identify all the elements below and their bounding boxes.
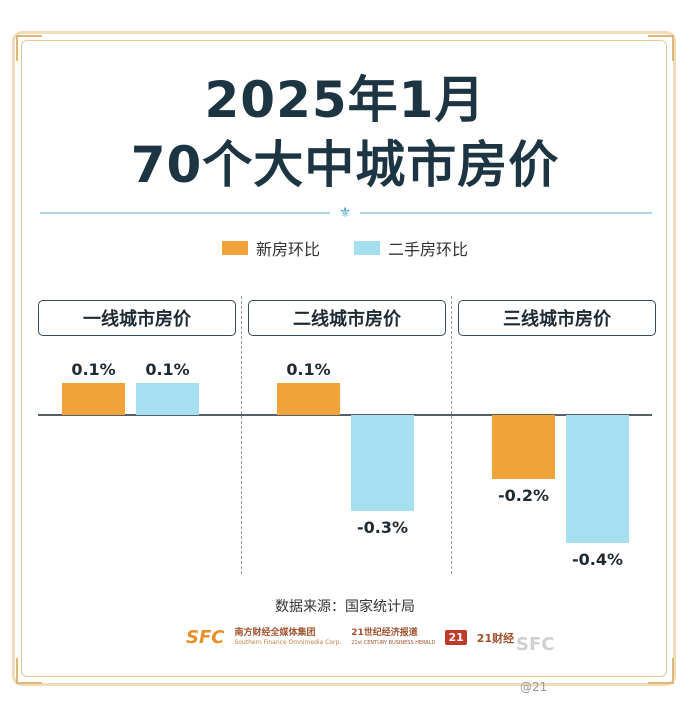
data-source: 数据来源：国家统计局 bbox=[275, 599, 415, 615]
bar-second-hand-tier3 bbox=[566, 415, 629, 543]
legend-swatch-second-hand bbox=[354, 241, 380, 255]
weibo-handle: @21 bbox=[520, 680, 548, 694]
panel-header-tier1: 一线城市房价 bbox=[38, 300, 236, 336]
legend-label-new-home: 新房环比 bbox=[255, 240, 320, 259]
watermark: SFC bbox=[516, 634, 555, 655]
corner-ornament-bottom-left bbox=[16, 658, 42, 684]
title-line-2: 70个大中城市房价 bbox=[130, 136, 560, 194]
publisher-logos: SFC 南方财经全媒体集团 Southern Finance Omnimedia… bbox=[186, 627, 514, 648]
panel-header-tier3: 三线城市房价 bbox=[458, 300, 656, 336]
herald-english: 21st CENTURY BUSINESS HERALD bbox=[351, 639, 436, 646]
inner-frame bbox=[21, 40, 667, 677]
legend-item-new-home: 新房环比 bbox=[221, 236, 320, 260]
data-label-second-hand-tier1: 0.1% bbox=[145, 360, 189, 379]
legend-label-second-hand: 二手房环比 bbox=[388, 240, 469, 259]
title-line-1: 2025年1月 bbox=[204, 71, 486, 129]
bar-second-hand-tier2 bbox=[351, 415, 414, 511]
bar-second-hand-tier1 bbox=[136, 383, 199, 415]
herald-name: 21世纪经济报道 bbox=[351, 627, 418, 638]
corner-ornament-top-right bbox=[648, 35, 674, 61]
divider-knot-icon: ⚜ bbox=[330, 205, 360, 221]
outer-frame bbox=[12, 31, 676, 686]
caijing-badge: 21 bbox=[445, 630, 467, 645]
corner-ornament-top-left bbox=[16, 35, 42, 61]
panel-separator-1 bbox=[241, 296, 242, 574]
data-label-new-home-tier2: 0.1% bbox=[286, 360, 330, 379]
data-label-second-hand-tier3: -0.4% bbox=[572, 550, 623, 569]
data-label-new-home-tier3: -0.2% bbox=[498, 486, 549, 505]
chart-legend: 新房环比 二手房环比 bbox=[0, 236, 690, 260]
sfc-logo: SFC bbox=[186, 627, 225, 648]
sfc-group-name: 南方财经全媒体集团 bbox=[234, 627, 316, 638]
sfc-group-text: 南方财经全媒体集团 Southern Finance Omnimedia Cor… bbox=[234, 628, 341, 648]
bar-new-home-tier3 bbox=[492, 415, 555, 479]
legend-swatch-new-home bbox=[221, 241, 248, 255]
sfc-group-english: Southern Finance Omnimedia Corp. bbox=[234, 638, 342, 646]
corner-ornament-bottom-right bbox=[648, 658, 674, 684]
bar-new-home-tier2 bbox=[277, 383, 340, 415]
bar-new-home-tier1 bbox=[62, 383, 125, 415]
herald-text: 21世纪经济报道 21st CENTURY BUSINESS HERALD bbox=[351, 628, 435, 648]
caijing-name: 21财经 bbox=[476, 631, 515, 645]
panel-separator-2 bbox=[451, 296, 452, 574]
legend-item-second-hand: 二手房环比 bbox=[354, 236, 468, 260]
panel-header-tier2: 二线城市房价 bbox=[248, 300, 446, 336]
data-label-new-home-tier1: 0.1% bbox=[71, 360, 115, 379]
data-label-second-hand-tier2: -0.3% bbox=[357, 518, 408, 537]
